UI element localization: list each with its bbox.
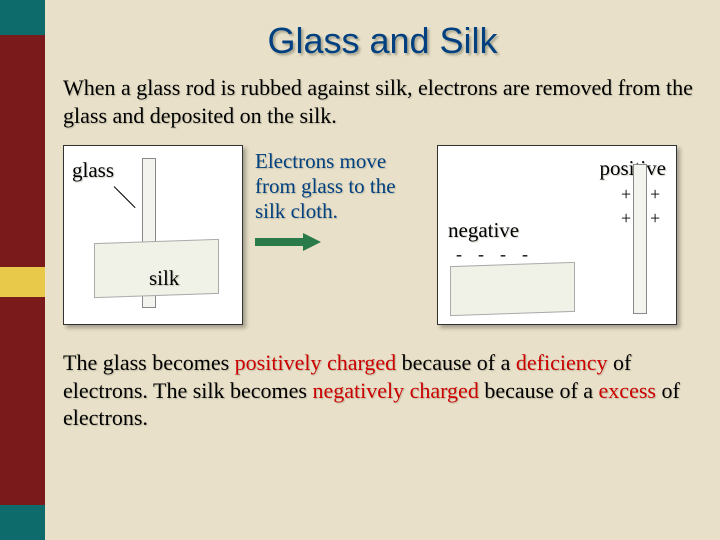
- conc-t7: because of a: [479, 378, 599, 403]
- sidebar-accent: [0, 267, 45, 297]
- diagram-row: glass silk Electrons move from glass to …: [63, 145, 702, 325]
- panel-explanation: Electrons move from glass to the silk cl…: [255, 145, 425, 325]
- conc-t8: excess: [599, 378, 656, 403]
- conc-t4: deficiency: [516, 350, 608, 375]
- slide-title: Glass and Silk: [63, 20, 702, 62]
- minus-4: -: [522, 244, 528, 265]
- sidebar-bar: [0, 35, 45, 505]
- glass-pointer-line: [114, 186, 136, 208]
- slide-content: Glass and Silk When a glass rod is rubbe…: [45, 0, 720, 540]
- plus-2: +: [650, 184, 660, 205]
- conclusion-text: The glass becomes positively charged bec…: [63, 349, 702, 432]
- conc-t1: The glass becomes: [63, 350, 235, 375]
- conc-t6: negatively charged: [312, 378, 478, 403]
- minus-2: -: [478, 244, 484, 265]
- plus-4: +: [650, 208, 660, 229]
- arrow-icon: [255, 233, 325, 251]
- charged-rod-shape: [633, 164, 647, 314]
- arrow-body: [255, 238, 305, 246]
- panel-after: positive + + + + negative - - - -: [437, 145, 677, 325]
- minus-3: -: [500, 244, 506, 265]
- intro-text: When a glass rod is rubbed against silk,…: [63, 74, 702, 129]
- glass-label: glass: [72, 158, 114, 183]
- charged-silk-shape: [450, 262, 575, 316]
- negative-label: negative: [448, 218, 519, 243]
- plus-1: +: [621, 184, 631, 205]
- arrow-head: [303, 233, 321, 251]
- silk-label: silk: [149, 266, 179, 291]
- panel-before: glass silk: [63, 145, 243, 325]
- plus-3: +: [621, 208, 631, 229]
- explanation-text: Electrons move from glass to the silk cl…: [255, 149, 425, 225]
- conc-t2: positively charged: [235, 350, 397, 375]
- conc-t3: because of a: [396, 350, 516, 375]
- minus-1: -: [456, 244, 462, 265]
